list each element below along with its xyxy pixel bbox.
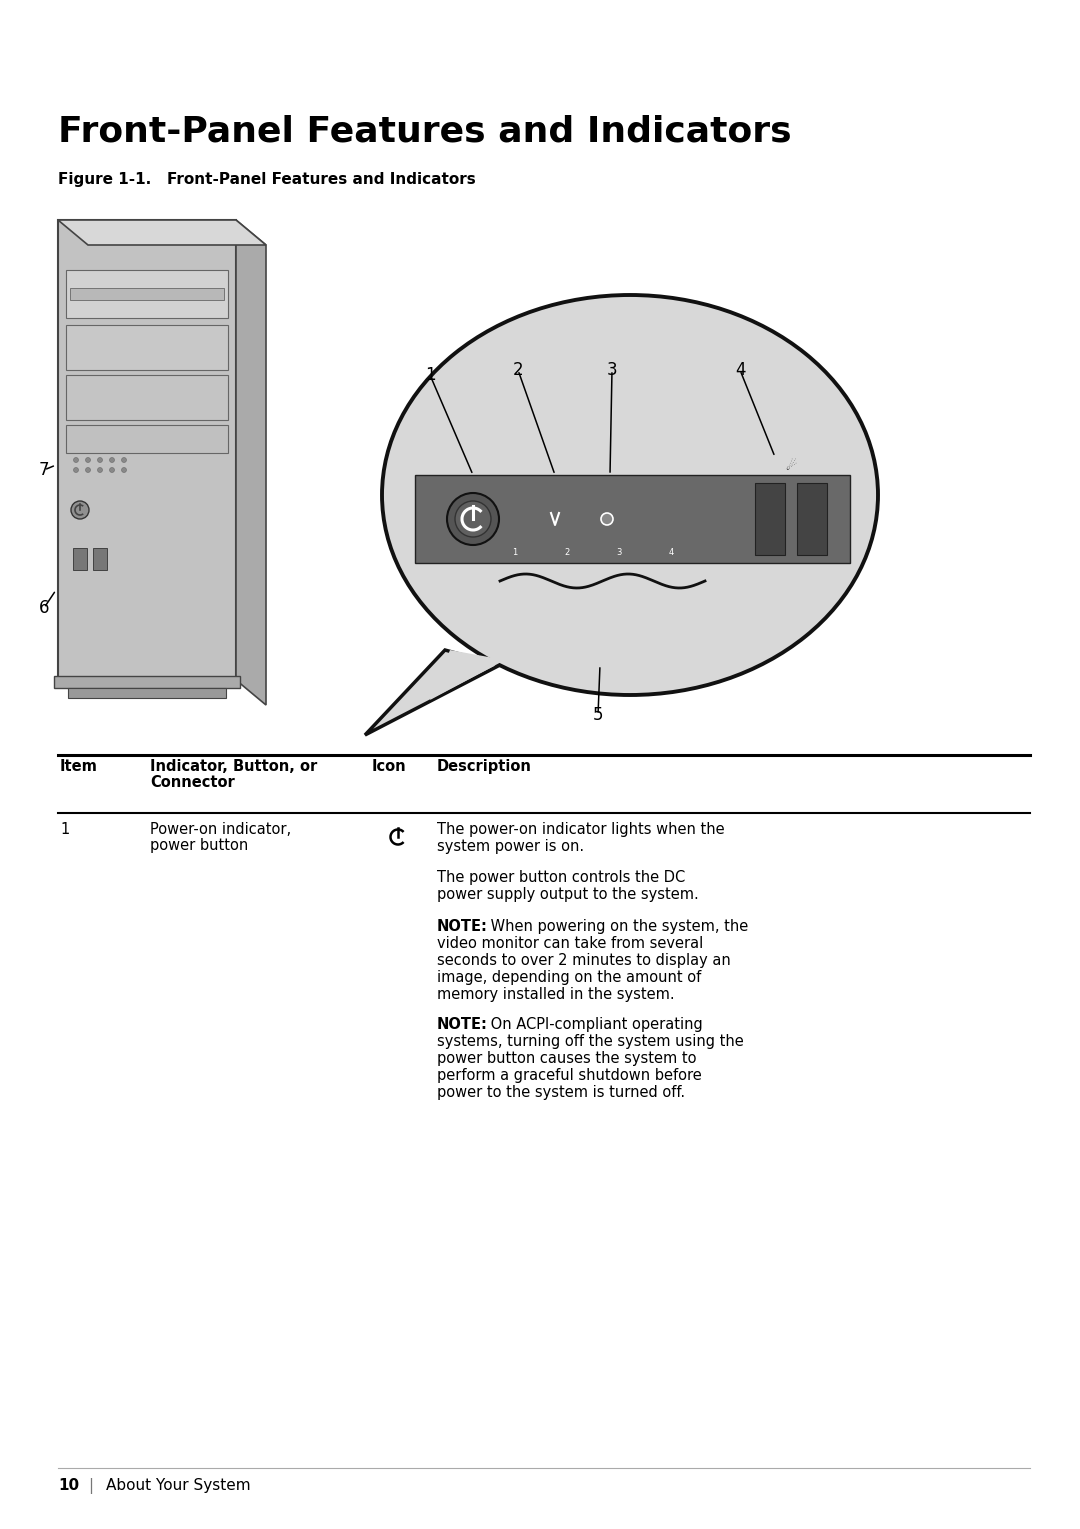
FancyBboxPatch shape <box>66 326 228 370</box>
Polygon shape <box>58 220 266 245</box>
Text: power supply output to the system.: power supply output to the system. <box>437 887 699 902</box>
Text: 4: 4 <box>734 361 745 379</box>
Text: 3: 3 <box>617 547 622 557</box>
Text: systems, turning off the system using the: systems, turning off the system using th… <box>437 1034 744 1049</box>
FancyBboxPatch shape <box>66 375 228 420</box>
Text: |: | <box>87 1479 93 1494</box>
Text: About Your System: About Your System <box>106 1479 251 1492</box>
Text: Indicator, Button, or: Indicator, Button, or <box>150 758 318 774</box>
Text: The power button controls the DC: The power button controls the DC <box>437 870 685 885</box>
FancyBboxPatch shape <box>70 287 224 300</box>
Text: NOTE:: NOTE: <box>437 919 488 934</box>
Circle shape <box>109 457 114 462</box>
Text: video monitor can take from several: video monitor can take from several <box>437 936 703 951</box>
FancyBboxPatch shape <box>797 483 827 555</box>
Circle shape <box>73 468 79 472</box>
Text: Item: Item <box>60 758 98 774</box>
Text: NOTE:: NOTE: <box>437 1017 488 1032</box>
Circle shape <box>85 468 91 472</box>
Text: Description: Description <box>437 758 531 774</box>
FancyBboxPatch shape <box>93 547 107 570</box>
FancyBboxPatch shape <box>415 476 850 563</box>
Text: 6: 6 <box>39 599 50 618</box>
Text: system power is on.: system power is on. <box>437 839 584 855</box>
Text: 2: 2 <box>513 361 524 379</box>
FancyBboxPatch shape <box>66 425 228 453</box>
Text: Power-on indicator,: Power-on indicator, <box>150 823 292 836</box>
FancyBboxPatch shape <box>755 483 785 555</box>
Text: seconds to over 2 minutes to display an: seconds to over 2 minutes to display an <box>437 953 731 968</box>
Text: 5: 5 <box>593 706 604 725</box>
FancyBboxPatch shape <box>54 676 240 688</box>
Circle shape <box>97 468 103 472</box>
Text: power to the system is turned off.: power to the system is turned off. <box>437 1086 685 1099</box>
FancyBboxPatch shape <box>58 220 237 680</box>
Circle shape <box>109 468 114 472</box>
Text: power button causes the system to: power button causes the system to <box>437 1050 697 1066</box>
Text: 1: 1 <box>60 823 69 836</box>
Text: Connector: Connector <box>150 775 234 790</box>
Polygon shape <box>237 220 266 705</box>
Text: 4: 4 <box>669 547 674 557</box>
Circle shape <box>121 468 126 472</box>
Text: 7: 7 <box>39 462 50 479</box>
Circle shape <box>447 492 499 544</box>
Text: perform a graceful shutdown before: perform a graceful shutdown before <box>437 1067 702 1083</box>
FancyBboxPatch shape <box>68 688 226 699</box>
FancyBboxPatch shape <box>73 547 87 570</box>
Circle shape <box>121 457 126 462</box>
Text: power button: power button <box>150 838 248 853</box>
Text: Front-Panel Features and Indicators: Front-Panel Features and Indicators <box>58 115 792 148</box>
Text: ☄: ☄ <box>785 460 797 472</box>
Text: Icon: Icon <box>372 758 407 774</box>
Text: 1: 1 <box>424 365 435 384</box>
Text: The power-on indicator lights when the: The power-on indicator lights when the <box>437 823 725 836</box>
Circle shape <box>71 502 89 518</box>
Text: 3: 3 <box>607 361 618 379</box>
Ellipse shape <box>382 295 878 696</box>
Circle shape <box>455 502 491 537</box>
Text: 1: 1 <box>512 547 517 557</box>
FancyBboxPatch shape <box>66 271 228 318</box>
Circle shape <box>85 457 91 462</box>
Circle shape <box>97 457 103 462</box>
Text: When powering on the system, the: When powering on the system, the <box>486 919 748 934</box>
Text: 2: 2 <box>565 547 569 557</box>
Circle shape <box>600 514 613 524</box>
Polygon shape <box>365 650 500 735</box>
Text: memory installed in the system.: memory installed in the system. <box>437 988 675 1001</box>
Text: image, depending on the amount of: image, depending on the amount of <box>437 969 701 985</box>
Polygon shape <box>430 650 505 700</box>
Text: 10: 10 <box>58 1479 79 1492</box>
Text: On ACPI-compliant operating: On ACPI-compliant operating <box>486 1017 703 1032</box>
Circle shape <box>73 457 79 462</box>
Circle shape <box>387 826 409 849</box>
Text: Figure 1-1.   Front-Panel Features and Indicators: Figure 1-1. Front-Panel Features and Ind… <box>58 171 476 187</box>
